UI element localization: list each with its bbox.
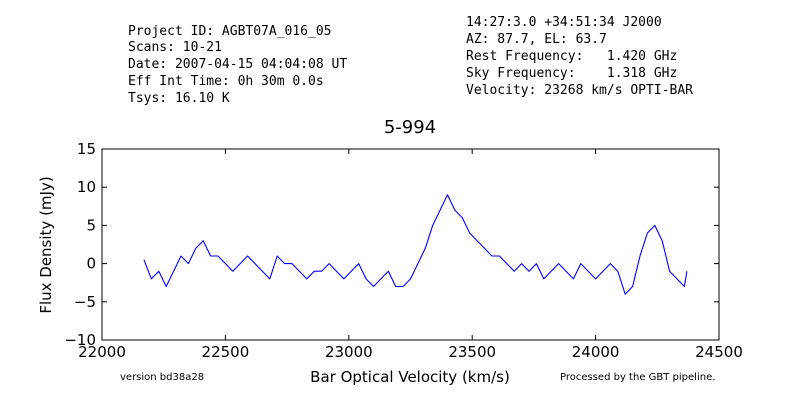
plot-area-frame	[101, 148, 720, 341]
header-right-line: AZ: 87.7, EL: 63.7	[466, 32, 607, 47]
y-tick-label: 15	[77, 140, 96, 158]
version-label: version bd38a28	[120, 372, 204, 383]
y-tick-label: −10	[64, 331, 96, 349]
x-tick-label: 22000	[78, 343, 126, 361]
x-tick-label: 22500	[202, 343, 250, 361]
y-tick-label: 10	[77, 178, 96, 196]
y-tick-label: −5	[74, 293, 96, 311]
x-tick-label: 23000	[325, 343, 373, 361]
y-tick-label: 0	[86, 255, 96, 273]
x-tick-label: 24500	[695, 343, 743, 361]
y-axis: 15 10 5 0 −5 −10	[64, 140, 719, 349]
header-right-line: Velocity: 23268 km/s OPTI-BAR	[466, 83, 693, 98]
header-right-block: 14:27:3.0 +34:51:34 J2000 AZ: 87.7, EL: …	[466, 15, 693, 98]
x-tick-label: 24000	[572, 343, 620, 361]
chart-title: 5-994	[384, 117, 436, 138]
header-left-line: Date: 2007-04-15 04:04:08 UT	[128, 57, 347, 72]
header-right-line: Sky Frequency: 1.318 GHz	[466, 66, 677, 81]
y-axis-label: Flux Density (mJy)	[37, 176, 55, 313]
x-axis: 22000 22500 23000 23500 24000 24500	[78, 149, 743, 361]
x-axis-label: Bar Optical Velocity (km/s)	[310, 368, 510, 386]
header-left-block: Project ID: AGBT07A_016_05 Scans: 10-21 …	[128, 24, 347, 106]
y-tick-label: 5	[86, 216, 96, 234]
header-left-line: Scans: 10-21	[128, 40, 222, 55]
x-tick-label: 23500	[448, 343, 496, 361]
pipeline-label: Processed by the GBT pipeline.	[560, 372, 715, 383]
header-left-line: Tsys: 16.10 K	[128, 91, 230, 106]
series-line	[143, 194, 688, 295]
header-left-line: Project ID: AGBT07A_016_05	[128, 24, 332, 39]
header-right-line: Rest Frequency: 1.420 GHz	[466, 49, 677, 64]
header-right-line: 14:27:3.0 +34:51:34 J2000	[466, 15, 662, 30]
header-left-line: Eff Int Time: 0h 30m 0.0s	[128, 74, 324, 89]
